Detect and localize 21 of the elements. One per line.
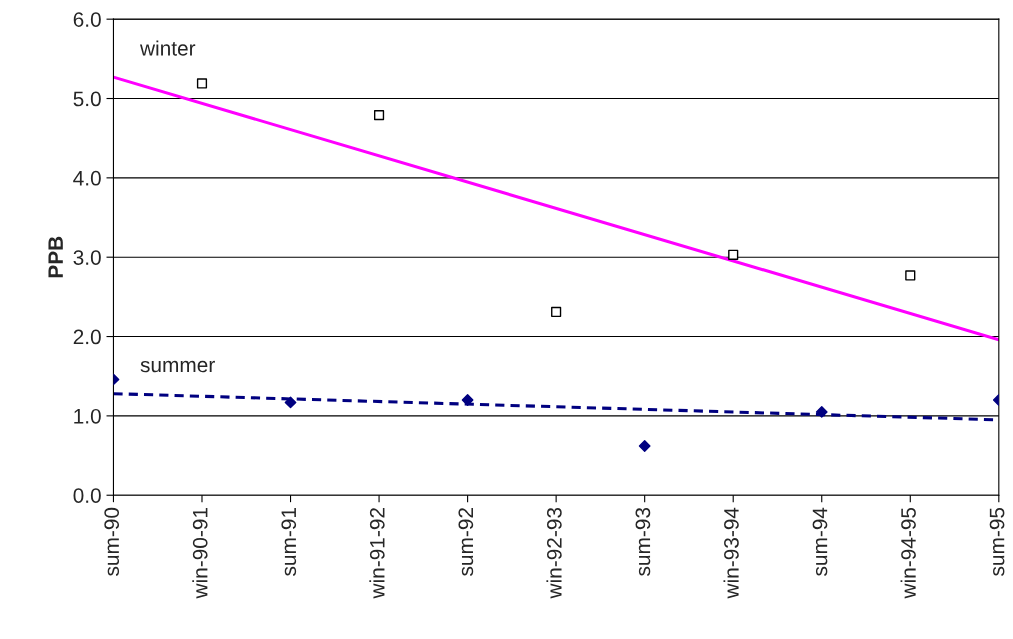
x-tick-label: win-92-93 — [546, 507, 562, 599]
y-axis-title: PPB — [48, 236, 63, 278]
y-tick-label: 5.0 — [73, 91, 101, 107]
annotation: summer — [140, 360, 215, 373]
y-tick-label: 0.0 — [73, 488, 101, 503]
x-tick-label: sum-93 — [635, 507, 651, 576]
y-tick-label: 2.0 — [73, 329, 101, 345]
x-tick-label: sum-90 — [104, 507, 120, 576]
x-tick-label: win-93-94 — [723, 507, 739, 599]
y-tick-label: 4.0 — [73, 170, 101, 186]
y-tick-label: 3.0 — [73, 250, 101, 265]
x-tick-label: sum-92 — [458, 508, 474, 576]
y-tick-label: 6.0 — [73, 12, 101, 27]
x-tick-label: sum-91 — [281, 508, 297, 576]
y-tick-label: 1.0 — [74, 408, 101, 424]
x-tick-label: win-94-95 — [900, 507, 916, 599]
annotation: winter — [139, 40, 196, 56]
x-tick-label: win-90-91 — [192, 508, 208, 599]
x-tick-label: win-91-92 — [369, 508, 385, 599]
x-tick-label: sum-94 — [812, 507, 828, 576]
x-tick-label: sum-95 — [989, 507, 1005, 576]
